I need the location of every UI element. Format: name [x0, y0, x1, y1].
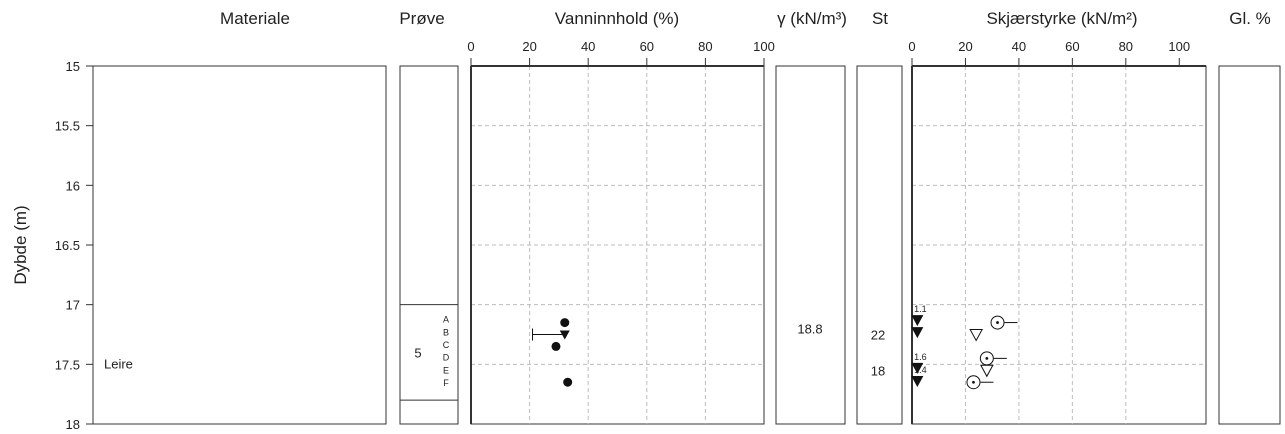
- sample-letter: D: [443, 353, 450, 363]
- header-materiale: Materiale: [220, 9, 290, 28]
- panel-st: [856, 65, 903, 425]
- vanninnhold-tick-label: 40: [581, 39, 595, 54]
- header-vanninnhold: Vanninnhold (%): [555, 9, 679, 28]
- depth-tick-label: 15.5: [55, 119, 80, 134]
- header-prove: Prøve: [399, 9, 444, 28]
- skjaer-tick-label: 100: [1168, 39, 1190, 54]
- y-axis-title: Dybde (m): [11, 205, 30, 284]
- skjaer-tick-label: 60: [1065, 39, 1079, 54]
- skjaer-tick-label: 80: [1119, 39, 1133, 54]
- cone-remoulded-label: 1.6: [914, 352, 927, 362]
- cone-remoulded-label: 1.1: [914, 304, 927, 314]
- sensitivity-value: 22: [871, 328, 885, 343]
- cone-remoulded-marker: [911, 315, 924, 327]
- liquid-limit-triangle: [559, 330, 570, 340]
- cone-remoulded-label: 1.4: [914, 365, 927, 375]
- cone-remoulded-marker: [911, 327, 924, 339]
- sample-number: 5: [414, 345, 421, 360]
- header-st: St: [872, 9, 888, 28]
- sample-letter: C: [443, 340, 450, 350]
- water-content-point: [551, 341, 561, 351]
- sample-letter: E: [443, 365, 449, 375]
- sample-letter: A: [443, 315, 449, 325]
- depth-tick-label: 18: [66, 417, 80, 432]
- vanninnhold-tick-label: 0: [467, 39, 474, 54]
- depth-tick-label: 17: [66, 298, 80, 313]
- unconfined-marker-dot: [996, 321, 999, 324]
- cone-undisturbed-marker: [969, 329, 983, 342]
- vanninnhold-tick-label: 20: [522, 39, 536, 54]
- sample-letter: B: [443, 327, 449, 337]
- vanninnhold-tick-label: 100: [753, 39, 775, 54]
- depth-tick-label: 15: [66, 59, 80, 74]
- water-content-point: [563, 377, 573, 387]
- sample-letter: F: [443, 378, 449, 388]
- unconfined-marker-dot: [972, 380, 975, 384]
- cone-remoulded-marker: [911, 362, 924, 374]
- vanninnhold-tick-label: 80: [698, 39, 712, 54]
- header-gl: Gl. %: [1229, 9, 1271, 28]
- skjaer-tick-label: 0: [908, 39, 915, 54]
- header-gamma: γ (kN/m³): [777, 9, 847, 28]
- panel-materiale: [92, 65, 387, 425]
- vanninnhold-tick-label: 60: [640, 39, 654, 54]
- skjaer-tick-label: 20: [958, 39, 972, 54]
- gamma-value: 18.8: [797, 322, 822, 337]
- cone-remoulded-marker: [911, 376, 924, 388]
- materiale-label: Leire: [104, 356, 133, 371]
- depth-tick-label: 16: [66, 178, 80, 193]
- cone-undisturbed-marker: [979, 364, 994, 378]
- header-skjaerstyrke: Skjærstyrke (kN/m²): [986, 9, 1137, 28]
- panel-prove: [399, 65, 459, 425]
- water-content-point: [560, 318, 570, 328]
- depth-tick-label: 17.5: [55, 357, 80, 372]
- unconfined-marker-dot: [985, 356, 989, 360]
- skjaer-tick-label: 40: [1012, 39, 1026, 54]
- panel-gamma: [775, 65, 846, 425]
- sensitivity-value: 18: [871, 363, 885, 378]
- panel-gl: [1218, 65, 1281, 425]
- depth-tick-label: 16.5: [55, 238, 80, 253]
